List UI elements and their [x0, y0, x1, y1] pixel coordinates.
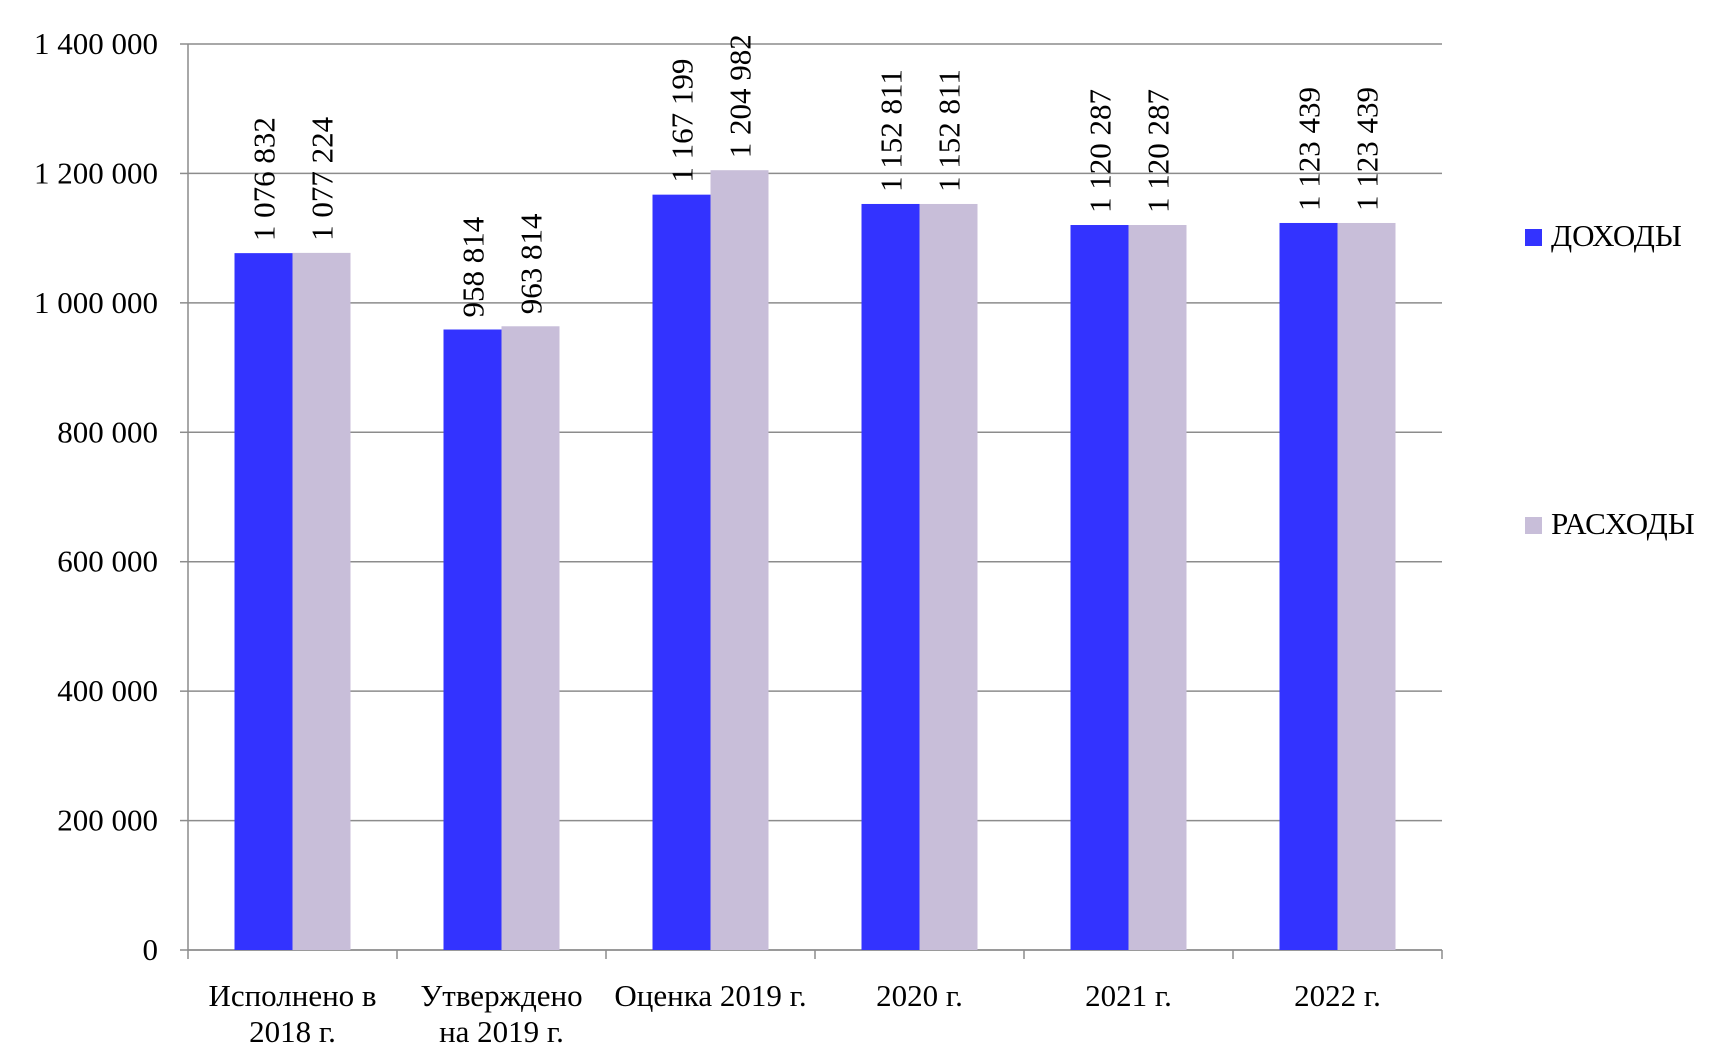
- legend-swatch: [1525, 229, 1542, 246]
- legend-label: РАСХОДЫ: [1551, 506, 1695, 541]
- data-label: 1 076 832: [247, 117, 282, 241]
- y-tick-label: 800 000: [57, 414, 158, 449]
- x-tick-label: 2021 г.: [1085, 978, 1172, 1013]
- x-tick-label: Оценка 2019 г.: [614, 978, 807, 1013]
- x-tick-label: Утверждено на 2019 г.: [420, 978, 583, 1049]
- data-label: 1 123 439: [1292, 87, 1327, 211]
- data-label: 1 120 287: [1141, 89, 1176, 213]
- y-tick-label: 200 000: [57, 803, 158, 838]
- legend-swatch: [1525, 517, 1542, 534]
- bar: [652, 194, 711, 950]
- y-tick-label: 0: [143, 932, 159, 967]
- y-tick-label: 400 000: [57, 673, 158, 708]
- bar: [501, 326, 560, 950]
- legend-label: ДОХОДЫ: [1551, 218, 1682, 253]
- y-tick-label: 1 200 000: [34, 155, 158, 190]
- bar: [861, 203, 920, 950]
- data-label: 958 814: [456, 216, 491, 317]
- data-label: 1 167 199: [665, 59, 700, 183]
- y-tick-label: 1 000 000: [34, 285, 158, 320]
- bar: [292, 252, 351, 950]
- y-tick-label: 1 400 000: [34, 26, 158, 61]
- x-tick-label: 2022 г.: [1294, 978, 1381, 1013]
- data-label: 1 077 224: [305, 116, 340, 241]
- bar: [1337, 222, 1396, 950]
- y-tick-label: 600 000: [57, 544, 158, 579]
- bar: [1279, 222, 1338, 950]
- data-label: 963 814: [514, 213, 549, 314]
- data-label: 1 120 287: [1083, 89, 1118, 213]
- bar: [1128, 225, 1187, 950]
- bar: [710, 170, 769, 951]
- x-tick-label: Исполнено в 2018 г.: [208, 978, 377, 1049]
- bar: [234, 253, 293, 950]
- data-label: 1 152 811: [932, 69, 967, 192]
- data-label: 1 152 811: [874, 69, 909, 192]
- data-label: 1 204 982: [723, 34, 758, 158]
- bar: [919, 203, 978, 950]
- data-label: 1 123 439: [1350, 87, 1385, 211]
- bar: [443, 329, 502, 950]
- bar: [1070, 225, 1129, 950]
- x-tick-label: 2020 г.: [876, 978, 963, 1013]
